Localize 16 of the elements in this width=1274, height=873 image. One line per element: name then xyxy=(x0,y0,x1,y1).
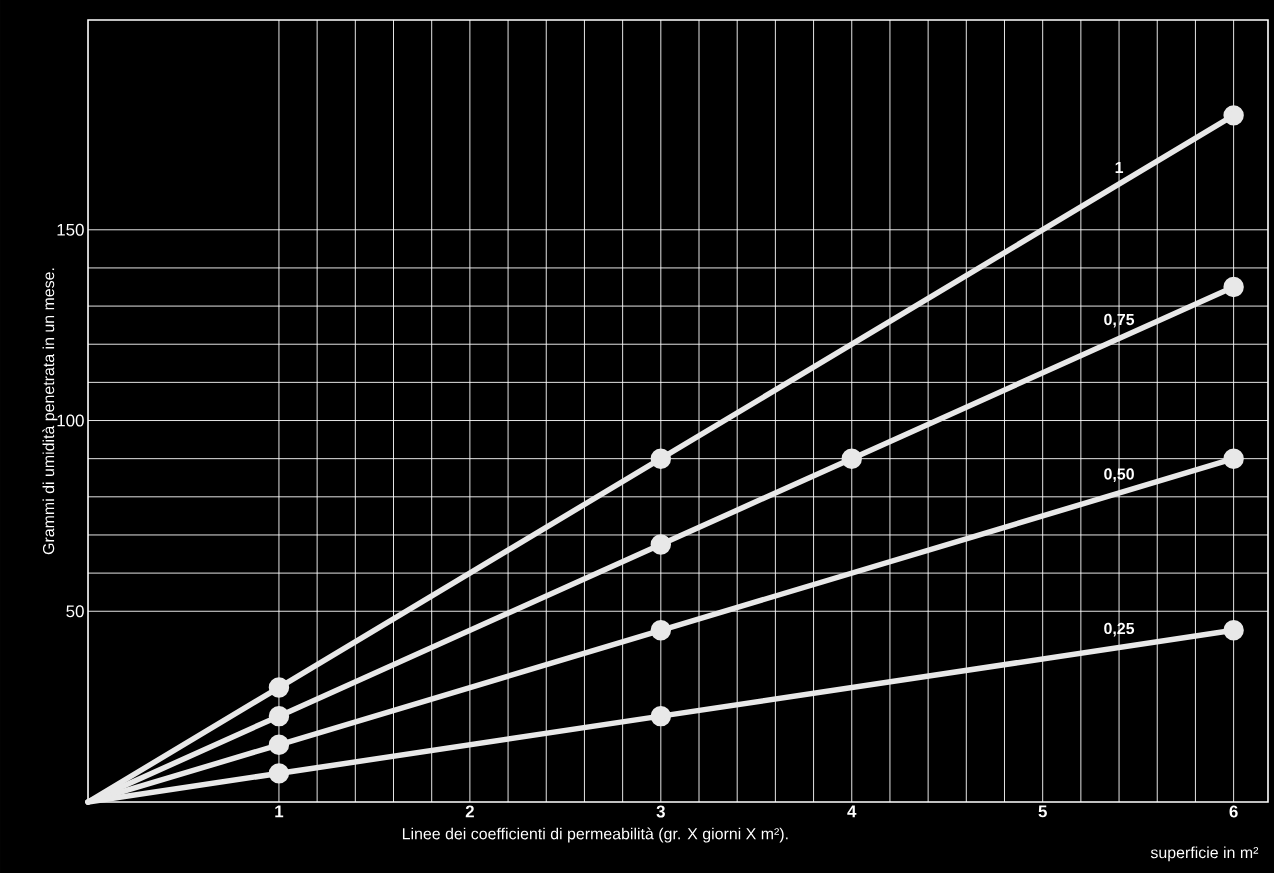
y-tick-label: 50 xyxy=(66,605,84,618)
y-axis-title: Grammi di umidità penetrata in un mese. xyxy=(42,268,58,555)
y-tick-label: 100 xyxy=(57,414,84,427)
x-tick-label: 3 xyxy=(656,805,665,818)
y-tick-label: 150 xyxy=(57,223,84,236)
x-tick-label: 4 xyxy=(847,805,857,818)
x-tick-label: 1 xyxy=(275,805,284,818)
series-label: 0,25 xyxy=(1104,622,1135,637)
series-label: 0,50 xyxy=(1104,468,1134,482)
text: superficie in m² xyxy=(1150,846,1259,862)
x-tick-label: 6 xyxy=(1229,805,1238,818)
x-tick-label: 2 xyxy=(465,805,474,818)
x-axis-title: Linee dei coefficienti di permeabilità (gr. X giorni X m²). xyxy=(402,827,788,843)
series-label: 1 xyxy=(1115,161,1124,173)
x-tick-label: 5 xyxy=(1038,805,1047,818)
series-label: 0,75 xyxy=(1104,313,1135,328)
